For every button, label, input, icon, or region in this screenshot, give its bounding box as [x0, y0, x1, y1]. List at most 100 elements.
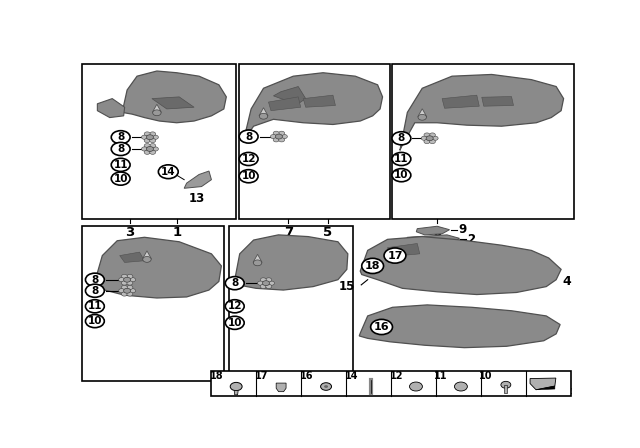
Circle shape	[282, 134, 287, 138]
Circle shape	[266, 278, 272, 282]
Circle shape	[147, 135, 154, 140]
Polygon shape	[233, 235, 348, 290]
Circle shape	[129, 289, 136, 293]
Polygon shape	[120, 252, 145, 263]
Circle shape	[127, 274, 133, 279]
Text: 8: 8	[92, 286, 99, 296]
Text: 4: 4	[563, 275, 572, 288]
Circle shape	[253, 260, 262, 266]
Text: 10: 10	[113, 174, 128, 184]
Circle shape	[239, 152, 258, 165]
Text: 10: 10	[479, 370, 493, 381]
Circle shape	[426, 136, 433, 141]
Text: 11: 11	[394, 154, 409, 164]
Text: 11: 11	[88, 301, 102, 311]
Circle shape	[410, 382, 422, 391]
Polygon shape	[416, 226, 449, 235]
Circle shape	[321, 383, 332, 390]
Text: 10: 10	[394, 170, 409, 180]
Polygon shape	[234, 391, 238, 395]
Text: 15: 15	[339, 280, 355, 293]
Circle shape	[144, 144, 150, 148]
Circle shape	[86, 300, 104, 313]
Circle shape	[501, 381, 511, 388]
Text: 2: 2	[467, 233, 475, 246]
FancyBboxPatch shape	[211, 371, 571, 396]
Polygon shape	[406, 235, 460, 244]
Circle shape	[150, 132, 156, 136]
Circle shape	[150, 144, 156, 148]
Circle shape	[111, 131, 130, 144]
Polygon shape	[152, 97, 194, 109]
Circle shape	[129, 278, 136, 282]
Text: 14: 14	[161, 167, 175, 177]
Polygon shape	[418, 109, 427, 117]
Text: 10: 10	[227, 318, 242, 328]
Circle shape	[371, 319, 392, 335]
Text: 11: 11	[113, 160, 128, 170]
Circle shape	[384, 248, 406, 263]
FancyBboxPatch shape	[83, 64, 236, 220]
Polygon shape	[184, 171, 211, 188]
Circle shape	[278, 131, 285, 135]
Circle shape	[147, 146, 154, 151]
Text: 14: 14	[344, 370, 358, 381]
Circle shape	[152, 147, 158, 151]
Circle shape	[86, 314, 104, 327]
Circle shape	[392, 132, 411, 145]
Circle shape	[275, 134, 282, 139]
Circle shape	[111, 142, 130, 155]
Circle shape	[421, 136, 428, 140]
Text: 8: 8	[231, 278, 238, 288]
Text: 12: 12	[390, 370, 403, 381]
Text: 10: 10	[241, 171, 256, 181]
Circle shape	[127, 285, 133, 289]
Circle shape	[150, 138, 156, 142]
FancyBboxPatch shape	[239, 64, 390, 220]
Circle shape	[239, 130, 258, 143]
Circle shape	[225, 300, 244, 313]
Circle shape	[418, 114, 426, 120]
Text: 8: 8	[245, 132, 252, 142]
Polygon shape	[97, 99, 125, 117]
Circle shape	[122, 281, 127, 285]
Text: 16: 16	[300, 370, 313, 381]
Circle shape	[259, 113, 268, 119]
Text: 13: 13	[188, 192, 205, 205]
Text: 1: 1	[172, 225, 181, 238]
Circle shape	[271, 134, 276, 138]
Polygon shape	[303, 95, 335, 107]
Circle shape	[392, 152, 411, 165]
FancyBboxPatch shape	[229, 226, 353, 382]
Circle shape	[144, 138, 150, 142]
Circle shape	[260, 278, 266, 282]
Circle shape	[268, 281, 275, 285]
Circle shape	[432, 136, 438, 140]
Text: 8: 8	[117, 144, 124, 154]
Text: 16: 16	[374, 322, 389, 332]
Polygon shape	[143, 251, 152, 259]
FancyBboxPatch shape	[392, 64, 573, 220]
Circle shape	[143, 256, 151, 263]
Polygon shape	[400, 74, 564, 151]
Text: 12: 12	[227, 301, 242, 311]
Circle shape	[144, 150, 150, 155]
Circle shape	[150, 150, 156, 155]
Circle shape	[158, 165, 178, 179]
Circle shape	[262, 281, 269, 286]
Text: 8: 8	[398, 133, 405, 143]
Text: 6: 6	[433, 225, 442, 238]
Polygon shape	[536, 386, 555, 390]
Circle shape	[225, 316, 244, 329]
Polygon shape	[276, 383, 286, 392]
Circle shape	[127, 281, 133, 285]
Circle shape	[239, 170, 258, 183]
Circle shape	[118, 289, 125, 293]
Circle shape	[278, 138, 285, 142]
Circle shape	[266, 284, 272, 289]
Polygon shape	[122, 71, 227, 123]
Polygon shape	[152, 104, 161, 112]
Circle shape	[141, 135, 147, 139]
Circle shape	[122, 285, 127, 289]
Polygon shape	[530, 378, 556, 390]
